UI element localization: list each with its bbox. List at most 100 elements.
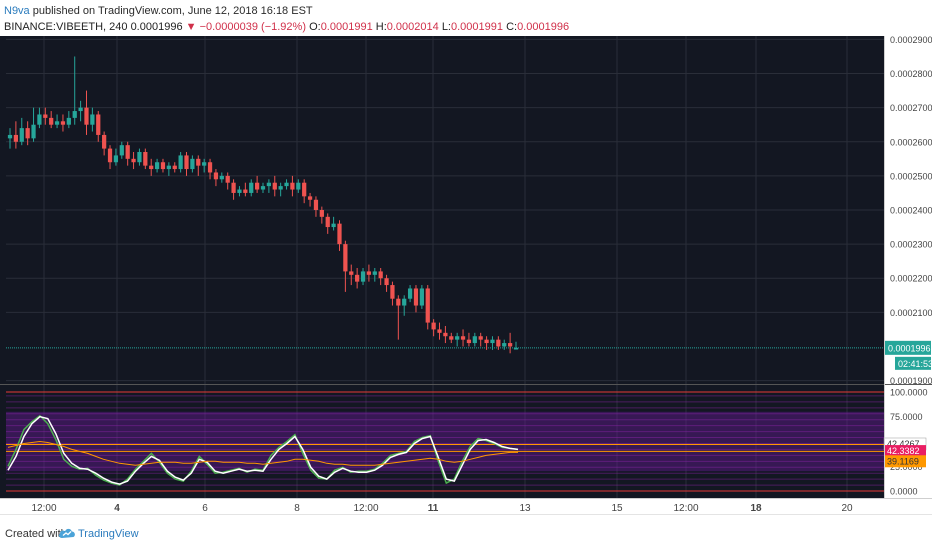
candle-body[interactable] [84, 107, 89, 125]
candle-body[interactable] [113, 155, 119, 163]
candle-body[interactable] [413, 288, 419, 306]
chart-area[interactable]: 12:00 4 6 8 12:00 11 13 15 12:00 18 20 0.0002900 0.0… [0, 35, 932, 514]
candle-body[interactable] [390, 285, 395, 299]
candle-body[interactable] [37, 114, 42, 125]
candle-body[interactable] [325, 216, 330, 228]
candle-body[interactable] [378, 271, 383, 279]
candle-body[interactable] [202, 162, 207, 166]
candle-body[interactable] [190, 158, 195, 170]
candle-body[interactable] [349, 271, 354, 275]
tradingview-brand[interactable]: TradingView [78, 528, 139, 540]
candle-body[interactable] [231, 182, 236, 193]
author-link[interactable]: N9va [4, 5, 30, 17]
candle-body[interactable] [13, 134, 19, 142]
candle-body[interactable] [154, 162, 160, 170]
candle-body[interactable] [396, 298, 401, 306]
candle-body[interactable] [384, 278, 389, 286]
candle-body[interactable] [78, 107, 83, 112]
candle-body[interactable] [425, 288, 430, 323]
candle-body[interactable] [490, 339, 495, 344]
candle-body[interactable] [254, 182, 260, 190]
candle-body[interactable] [31, 124, 36, 139]
candle-body[interactable] [466, 339, 472, 344]
candle-body[interactable] [449, 336, 454, 340]
candle-body[interactable] [166, 165, 171, 170]
candle-body[interactable] [402, 298, 407, 306]
candle-body[interactable] [149, 165, 154, 170]
candle-body[interactable] [25, 128, 30, 139]
candle-body[interactable] [472, 336, 477, 344]
candle-body[interactable] [437, 329, 442, 333]
candle-body[interactable] [272, 182, 277, 190]
candle-body[interactable] [302, 182, 307, 197]
candle-body[interactable] [237, 189, 242, 193]
candle-body[interactable] [366, 271, 372, 275]
candle-body[interactable] [225, 175, 230, 183]
candle-body[interactable] [213, 172, 219, 180]
candle-body[interactable] [125, 145, 130, 159]
candle-body[interactable] [296, 182, 301, 190]
chart-canvas[interactable]: 12:00 4 6 8 12:00 11 13 15 12:00 18 20 0.0002900 0.0… [0, 35, 932, 514]
candle-body[interactable] [331, 223, 336, 228]
y-tick-label: 0.0002900 [890, 36, 932, 45]
candle-body[interactable] [196, 158, 201, 166]
candle-body[interactable] [307, 196, 313, 200]
candle-body[interactable] [360, 271, 366, 282]
candle-body[interactable] [43, 114, 48, 118]
candle-body[interactable] [19, 128, 24, 142]
created-with-label: Created with [5, 528, 67, 540]
candle-body[interactable] [443, 332, 448, 337]
candle-body[interactable] [160, 162, 166, 170]
countdown-badge [895, 356, 931, 370]
candle-body[interactable] [178, 155, 183, 170]
candle-body[interactable] [119, 145, 124, 156]
candle-body[interactable] [513, 347, 519, 350]
candle-body[interactable] [337, 223, 342, 245]
candle-body[interactable] [431, 322, 436, 330]
tradingview-cloud-icon[interactable] [58, 526, 76, 540]
candle-body[interactable] [131, 158, 136, 163]
candle-body[interactable] [484, 339, 489, 344]
candle-body[interactable] [60, 121, 66, 125]
candle-body[interactable] [54, 121, 60, 125]
candle-body[interactable] [219, 175, 224, 180]
candle-body[interactable] [419, 288, 424, 306]
candle-body[interactable] [249, 182, 254, 193]
candle-body[interactable] [478, 336, 483, 340]
candle-body[interactable] [266, 182, 272, 187]
candle-body[interactable] [107, 148, 113, 163]
candle-body[interactable] [455, 336, 460, 340]
candle-body[interactable] [496, 339, 501, 347]
candle-body[interactable] [407, 288, 413, 299]
candle-body[interactable] [278, 186, 283, 190]
candle-body[interactable] [102, 134, 107, 149]
candle-body[interactable] [143, 152, 148, 166]
candle-body[interactable] [243, 189, 248, 193]
oscillator-series-1[interactable] [7, 415, 519, 485]
low-value: 0.0001991 [451, 21, 503, 33]
candle-body[interactable] [372, 271, 377, 275]
candle-body[interactable] [460, 336, 466, 340]
oscillator-tick-label: 0.0000 [890, 487, 918, 497]
candle-body[interactable] [49, 117, 54, 125]
candle-body[interactable] [90, 114, 95, 125]
candle-body[interactable] [7, 134, 13, 139]
candle-body[interactable] [207, 162, 213, 173]
price-scale-panel [884, 36, 932, 514]
candle-body[interactable] [172, 165, 177, 170]
candle-body[interactable] [284, 182, 289, 187]
candle-body[interactable] [507, 343, 513, 347]
candle-body[interactable] [502, 343, 507, 347]
candle-body[interactable] [184, 155, 189, 170]
candle-body[interactable] [343, 244, 348, 272]
candle-body[interactable] [290, 182, 295, 190]
oscillator-series-2[interactable] [7, 440, 518, 466]
candle-body[interactable] [313, 199, 319, 210]
candle-body[interactable] [319, 210, 324, 217]
candle-body[interactable] [260, 186, 266, 190]
candle-body[interactable] [355, 274, 360, 282]
candle-body[interactable] [66, 117, 71, 125]
candle-body[interactable] [72, 111, 77, 118]
candle-body[interactable] [96, 114, 101, 135]
candle-body[interactable] [137, 152, 142, 163]
